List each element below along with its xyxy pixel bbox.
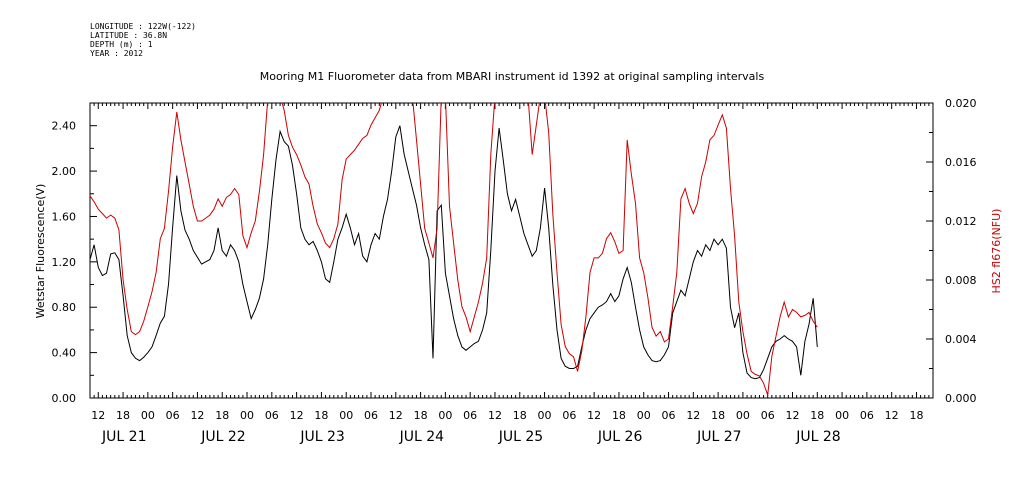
y2-axis-label: HS2 fl676(NFU) [990, 209, 1003, 294]
x-tick-label: 06 [562, 409, 576, 422]
x-tick-label: 00 [438, 409, 452, 422]
x-tick-label: 12 [686, 409, 700, 422]
x-tick-label: 00 [339, 409, 353, 422]
y-tick-label: 0.00 [52, 392, 77, 405]
x-tick-label: 18 [810, 409, 824, 422]
series-line-wetstar [90, 125, 818, 380]
x-day-label: JUL 26 [597, 429, 643, 445]
x-tick-label: 18 [909, 409, 923, 422]
x-tick-label: 12 [389, 409, 403, 422]
x-tick-label: 00 [835, 409, 849, 422]
y2-tick-label: 0.016 [945, 156, 977, 169]
y-tick-label: 0.80 [52, 301, 77, 314]
x-tick-label: 18 [215, 409, 229, 422]
x-tick-label: 18 [612, 409, 626, 422]
y2-tick-label: 0.012 [945, 215, 977, 228]
x-tick-label: 12 [786, 409, 800, 422]
x-day-label: JUL 25 [498, 429, 543, 445]
y2-tick-label: 0.000 [945, 392, 977, 405]
x-tick-label: 00 [538, 409, 552, 422]
x-tick-label: 06 [761, 409, 775, 422]
x-tick-label: 18 [513, 409, 527, 422]
x-tick-label: 00 [240, 409, 254, 422]
x-day-label: JUL 24 [399, 429, 445, 445]
x-tick-label: 00 [736, 409, 750, 422]
plot-frame [89, 102, 934, 399]
x-tick-label: 12 [290, 409, 304, 422]
x-tick-label: 12 [91, 409, 105, 422]
x-tick-label: 06 [463, 409, 477, 422]
meta-depth: DEPTH (m) : 1 [90, 40, 153, 49]
y-tick-label: 1.20 [52, 256, 77, 269]
x-tick-label: 00 [141, 409, 155, 422]
y-tick-label: 2.40 [52, 120, 77, 133]
x-tick-label: 12 [885, 409, 899, 422]
x-tick-label: 18 [711, 409, 725, 422]
y2-tick-label: 0.004 [945, 333, 977, 346]
x-day-label: JUL 23 [299, 429, 344, 445]
x-tick-label: 18 [314, 409, 328, 422]
x-tick-label: 06 [860, 409, 874, 422]
x-tick-label: 06 [166, 409, 180, 422]
x-tick-label: 18 [414, 409, 428, 422]
chart-title: Mooring M1 Fluorometer data from MBARI i… [260, 70, 765, 83]
x-tick-label: 00 [637, 409, 651, 422]
x-tick-label: 12 [587, 409, 601, 422]
x-day-label: JUL 21 [101, 429, 146, 445]
x-tick-label: 06 [364, 409, 378, 422]
x-day-label: JUL 27 [696, 429, 741, 445]
y-tick-label: 2.00 [52, 165, 77, 178]
meta-longitude: LONGITUDE : 122W(-122) [90, 22, 196, 31]
x-tick-label: 06 [662, 409, 676, 422]
y-tick-label: 0.40 [52, 347, 77, 360]
y2-tick-label: 0.020 [945, 97, 977, 110]
x-tick-label: 18 [116, 409, 130, 422]
meta-latitude: LATITUDE : 36.8N [90, 31, 168, 40]
meta-year: YEAR : 2012 [90, 49, 143, 58]
x-tick-label: 12 [488, 409, 502, 422]
x-tick-label: 12 [190, 409, 204, 422]
x-day-label: JUL 22 [200, 429, 245, 445]
x-tick-label: 06 [265, 409, 279, 422]
y-axis-label: Wetstar Fluorescence(V) [34, 184, 47, 319]
y-tick-label: 1.60 [52, 210, 77, 223]
x-day-label: JUL 28 [795, 429, 840, 445]
series-line-hs2 [90, 103, 818, 396]
y2-tick-label: 0.008 [945, 274, 977, 287]
